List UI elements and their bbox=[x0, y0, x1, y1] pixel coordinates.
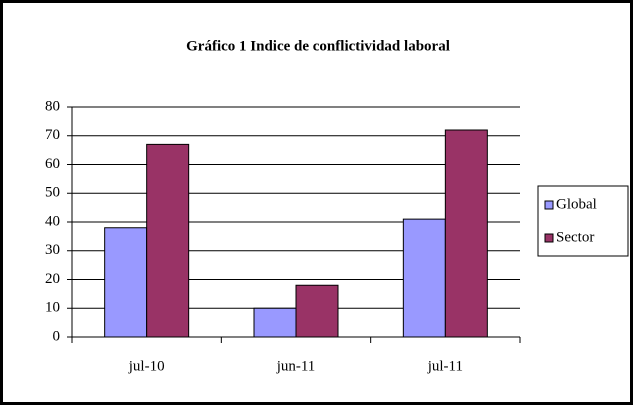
legend-label: Sector bbox=[556, 229, 594, 245]
legend-box bbox=[537, 185, 629, 257]
y-tick-label: 30 bbox=[45, 242, 60, 258]
x-tick-label: jul-10 bbox=[128, 358, 165, 374]
y-tick-label: 70 bbox=[45, 127, 60, 143]
bar bbox=[146, 143, 190, 338]
bar bbox=[295, 284, 339, 338]
y-tick-label: 10 bbox=[45, 300, 60, 316]
y-tick-label: 50 bbox=[45, 185, 60, 201]
y-tick-label: 40 bbox=[45, 213, 60, 229]
y-tick-label: 20 bbox=[45, 271, 60, 287]
y-tick-label: 0 bbox=[53, 328, 61, 344]
y-tick-label: 80 bbox=[45, 98, 60, 114]
bar bbox=[444, 129, 488, 338]
y-tick-label: 60 bbox=[45, 156, 60, 172]
x-tick-label: jul-11 bbox=[427, 358, 463, 374]
chart-title: Gráfico 1 Indice de conflictividad labor… bbox=[186, 38, 450, 54]
legend-label: Global bbox=[556, 196, 597, 212]
bar bbox=[104, 227, 148, 338]
bar bbox=[402, 218, 446, 338]
legend-swatch bbox=[544, 200, 554, 210]
bar bbox=[253, 307, 297, 338]
legend-swatch bbox=[544, 233, 554, 243]
x-tick-label: jun-11 bbox=[276, 358, 316, 374]
